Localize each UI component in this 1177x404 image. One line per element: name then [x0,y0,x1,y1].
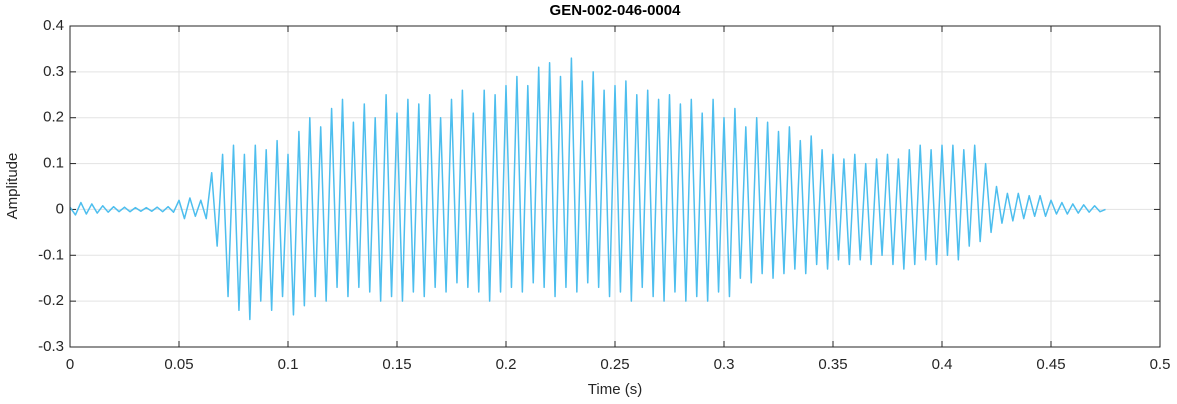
x-tick-label: 0.3 [714,356,735,373]
x-tick-label: 0.45 [1036,356,1065,373]
axes-box [69,25,1161,348]
y-axis-label: Amplitude [4,153,21,220]
y-tick-label: 0.2 [43,109,64,126]
x-tick-label: 0.35 [818,356,847,373]
x-tick-label: 0.2 [496,356,517,373]
waveform-line [69,57,1106,321]
x-tick-label: 0.4 [932,356,953,373]
x-tick-label: 0.5 [1150,356,1171,373]
y-tick-label: -0.3 [38,338,64,355]
x-tick-label: 0.15 [382,356,411,373]
y-tick-label: 0 [56,200,64,217]
y-tick-label: -0.1 [38,246,64,263]
x-tick-label: 0 [66,356,74,373]
x-tick-label: 0.1 [278,356,299,373]
chart-title: GEN-002-046-0004 [550,2,682,19]
y-tick-label: 0.3 [43,63,64,80]
x-axis-label: Time (s) [588,381,642,398]
x-tick-label: 0.25 [600,356,629,373]
x-tick-label: 0.05 [164,356,193,373]
y-tick-label: 0.4 [43,17,64,34]
y-tick-label: -0.2 [38,292,64,309]
y-tick-label: 0.1 [43,155,64,172]
